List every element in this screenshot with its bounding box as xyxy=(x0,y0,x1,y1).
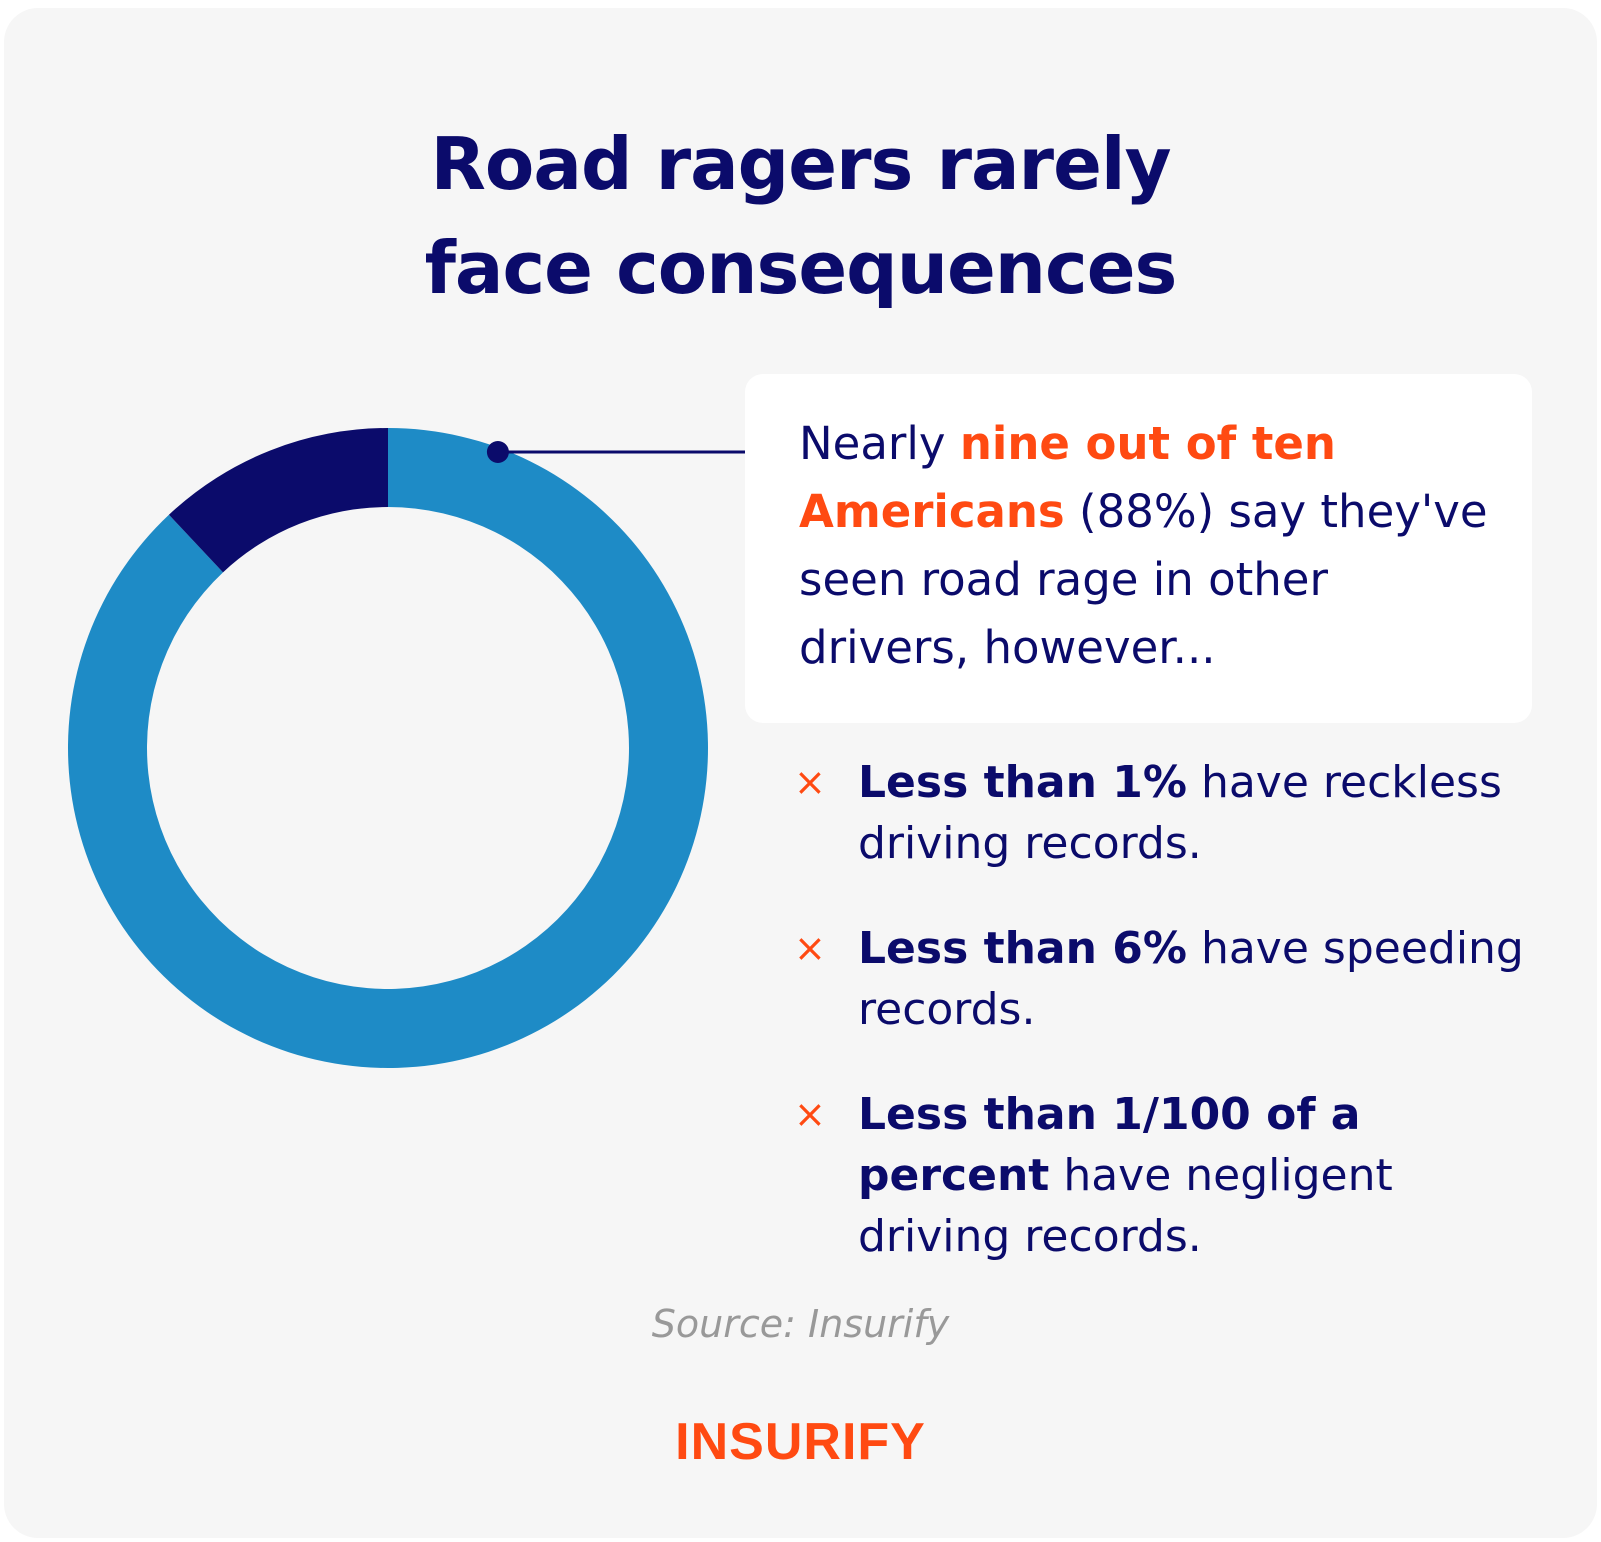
bullet-bold: Less than 6% xyxy=(858,923,1187,974)
callout-card: Nearly nine out of ten Americans (88%) s… xyxy=(745,374,1532,723)
donut-slice-0 xyxy=(67,428,708,1068)
x-icon: × xyxy=(794,1092,826,1136)
callout-suffix: (88%) say they've seen road rage in othe… xyxy=(799,485,1488,674)
bullet-text: have negligent driving records. xyxy=(858,1150,1393,1262)
x-icon: × xyxy=(794,760,826,804)
title-line-1: Road ragers rarely xyxy=(430,122,1171,206)
background-panel xyxy=(4,8,1597,1538)
page-title: Road ragers rarely face consequences xyxy=(0,112,1601,320)
bullet-item: × Less than 6% have speeding records. xyxy=(790,918,1550,1040)
callout-prefix: Nearly xyxy=(799,417,960,470)
bullet-bold: Less than 1/100 of a percent xyxy=(858,1089,1361,1201)
bullet-item: × Less than 1/100 of a percent have negli… xyxy=(790,1084,1550,1267)
title-line-2: face consequences xyxy=(424,226,1178,310)
leader-dot xyxy=(486,441,509,463)
callout-text: Nearly nine out of ten Americans (88%) s… xyxy=(799,410,1499,682)
donut-slice-1 xyxy=(168,428,388,573)
x-icon: × xyxy=(794,926,826,970)
source-note: Source: Insurify xyxy=(651,1302,950,1346)
bullet-text: have speeding records. xyxy=(858,923,1524,1035)
bullet-item: × Less than 1% have reckless driving reco… xyxy=(790,752,1550,874)
bullet-list: × Less than 1% have reckless driving reco… xyxy=(790,752,1550,1311)
insurify-logo: INSURIFY xyxy=(675,1413,926,1471)
callout-highlight: nine out of ten Americans xyxy=(799,417,1336,538)
bullet-bold: Less than 1% xyxy=(858,757,1187,808)
bullet-text: have reckless driving records. xyxy=(858,757,1502,869)
